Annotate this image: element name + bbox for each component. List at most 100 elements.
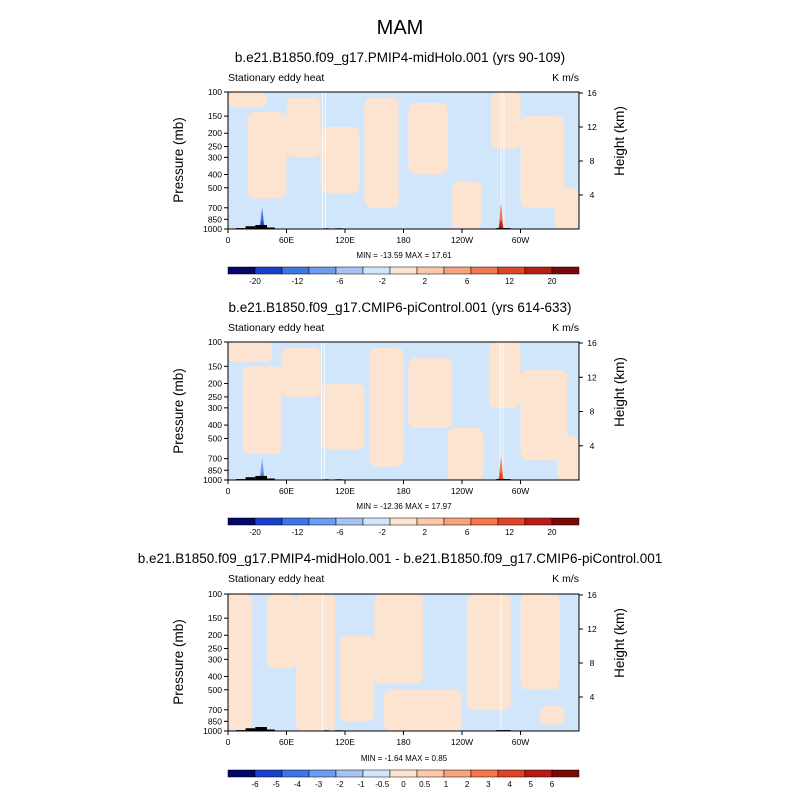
extremum-spike — [498, 219, 504, 229]
y-tick-label: 850 — [208, 465, 222, 475]
colorbar-swatch — [551, 769, 580, 778]
y-tick-label: 400 — [208, 420, 222, 430]
y-tick-label: 500 — [208, 433, 222, 443]
panel-3-subtitle-right: K m/s — [552, 573, 579, 585]
x-tick-label: 180 — [396, 235, 410, 245]
colorbar-swatch — [524, 769, 553, 778]
colorbar-swatch — [443, 266, 472, 275]
colorbar-swatch — [389, 769, 418, 778]
contour-region — [489, 342, 521, 408]
colorbar-swatch — [362, 266, 391, 275]
contour-region — [466, 594, 511, 710]
topography-mask — [245, 477, 256, 480]
colorbar-label: -0.5 — [375, 780, 389, 789]
contour-region — [554, 187, 579, 229]
colorbar-label: -20 — [249, 528, 261, 537]
colorbar-swatch — [308, 769, 337, 778]
y2-tick-label: 4 — [590, 441, 595, 451]
panel-2-colorbar: -20 -12 -6 -2 2 6 12 20 — [227, 517, 580, 537]
y-tick-label: 200 — [208, 630, 222, 640]
colorbar-label: 0 — [401, 780, 406, 789]
colorbar-swatch — [254, 266, 283, 275]
figure-title: MAM — [377, 17, 424, 39]
colorbar-label: -4 — [294, 780, 302, 789]
contour-region — [364, 97, 399, 208]
contour-region — [520, 116, 565, 208]
contour-region — [228, 92, 267, 108]
colorbar-swatch — [443, 769, 472, 778]
colorbar-swatch — [281, 266, 310, 275]
y-tick-label: 400 — [208, 169, 222, 179]
topography-mask — [255, 475, 267, 480]
colorbar-swatch — [470, 266, 499, 275]
y-tick-label: 700 — [208, 203, 222, 213]
y-tick-label: 1000 — [203, 475, 222, 485]
colorbar-label: 3 — [486, 780, 491, 789]
y-tick-label: 250 — [208, 142, 222, 152]
colorbar-label: 20 — [548, 277, 557, 286]
panel-1: b.e21.B1850.f09_g17.PMIP4-midHolo.001 (y… — [171, 50, 627, 286]
colorbar-label: 2 — [422, 277, 427, 286]
y2-tick-label: 8 — [590, 156, 595, 166]
topography-mask — [255, 727, 267, 731]
contour-region — [320, 383, 365, 450]
y-tick-label: 300 — [208, 403, 222, 413]
panel-3: b.e21.B1850.f09_g17.PMIP4-midHolo.001 - … — [138, 551, 663, 789]
colorbar-label: 2 — [465, 780, 470, 789]
colorbar-swatch — [524, 517, 553, 526]
extremum-spike — [498, 203, 504, 229]
y-tick-label: 300 — [208, 152, 222, 162]
colorbar-swatch — [443, 517, 472, 526]
topography-mask — [245, 728, 256, 731]
contour-region — [408, 357, 453, 429]
panel-1-y2label: Height (km) — [612, 106, 627, 176]
x-tick-label: 60E — [279, 737, 294, 747]
extremum-spike — [498, 470, 504, 480]
x-tick-label: 120E — [335, 737, 355, 747]
colorbar-swatch — [335, 769, 364, 778]
contour-region — [228, 342, 272, 363]
colorbar-swatch — [416, 769, 445, 778]
colorbar-swatch — [281, 769, 310, 778]
contour-region — [228, 594, 253, 731]
x-tick-label: 120W — [451, 486, 473, 496]
colorbar-label: -3 — [315, 780, 323, 789]
panel-3-title: b.e21.B1850.f09_g17.PMIP4-midHolo.001 - … — [138, 551, 663, 566]
y2-tick-label: 16 — [587, 88, 597, 98]
colorbar-swatch — [497, 769, 526, 778]
extremum-spike — [259, 207, 265, 228]
y-tick-label: 250 — [208, 392, 222, 402]
panel-1-ylabel: Pressure (mb) — [171, 117, 186, 203]
colorbar-label: -20 — [249, 277, 261, 286]
x-tick-label: 180 — [396, 486, 410, 496]
y-tick-label: 1000 — [203, 726, 222, 736]
panel-2-subtitle-left: Stationary eddy heat — [228, 322, 324, 334]
contour-region — [408, 102, 448, 175]
colorbar-swatch — [497, 266, 526, 275]
colorbar-swatch — [389, 517, 418, 526]
panel-3-colorbar: -6 -5 -4 -3 -2 -1 -0.5 0 0.5 1 2 3 4 5 6 — [227, 769, 580, 789]
topography-mask — [255, 225, 267, 229]
colorbar-label: -2 — [379, 277, 387, 286]
colorbar-swatch — [308, 266, 337, 275]
y-tick-label: 400 — [208, 671, 222, 681]
y2-tick-label: 4 — [590, 190, 595, 200]
colorbar-label: -6 — [251, 780, 259, 789]
colorbar-swatch — [254, 769, 283, 778]
panel-1-subtitle-right: K m/s — [552, 72, 579, 84]
contour-region — [296, 594, 336, 731]
colorbar-label: 4 — [507, 780, 512, 789]
contour-region — [247, 112, 287, 199]
y-tick-label: 850 — [208, 716, 222, 726]
colorbar-swatch — [470, 769, 499, 778]
colorbar-swatch — [227, 769, 256, 778]
y-tick-label: 150 — [208, 613, 222, 623]
y-tick-label: 150 — [208, 111, 222, 121]
panel-1-plot — [228, 92, 579, 229]
colorbar-label: -6 — [336, 528, 344, 537]
colorbar-label: 1 — [444, 780, 449, 789]
colorbar-swatch — [254, 517, 283, 526]
x-tick-label: 120W — [451, 235, 473, 245]
x-tick-label: 0 — [226, 486, 231, 496]
